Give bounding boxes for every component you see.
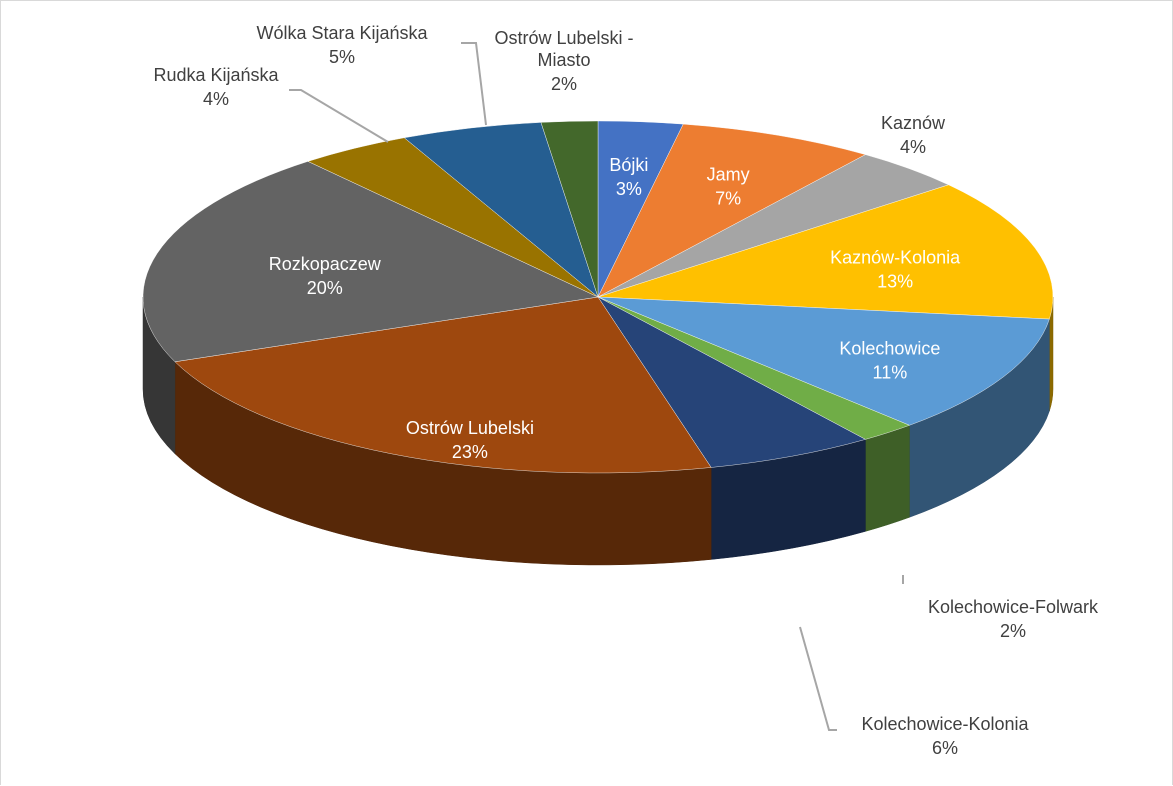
data-label-kaznow: Kaznów 4% xyxy=(881,113,946,157)
data-label-name: Jamy xyxy=(707,165,750,185)
data-label-percent: 20% xyxy=(307,278,343,298)
data-label-percent: 3% xyxy=(616,179,642,199)
pie-slice-kaznow-kolonia xyxy=(597,184,1054,320)
leader-line-wolka-stara-kijanska xyxy=(461,42,487,126)
leader-lines xyxy=(289,42,904,731)
data-label-percent: 4% xyxy=(900,137,926,157)
data-label-rozkopaczew: Rozkopaczew 20% xyxy=(269,254,382,298)
data-label-percent: 7% xyxy=(715,189,741,209)
leader-line-rudka-kijanska xyxy=(289,89,389,143)
data-label-name: Rozkopaczew xyxy=(269,254,382,274)
data-label-name: Kaznów xyxy=(881,113,946,133)
data-label-kaznow-kolonia: Kaznów-Kolonia 13% xyxy=(830,248,961,292)
data-label-kolechowice-kolonia: Kolechowice-Kolonia 6% xyxy=(861,714,1029,758)
pie-slice-kolechowice xyxy=(597,296,1050,426)
data-label-kolechowice: Kolechowice 11% xyxy=(839,339,940,383)
pie-slice-ostrow-lubelski-miasto xyxy=(540,120,599,298)
data-label-name: Kolechowice-Folwark xyxy=(928,597,1099,617)
data-label-ostrow-lubelski-miasto: Ostrów Lubelski -Miasto 2% xyxy=(494,28,633,94)
data-label-name: Bójki xyxy=(609,155,648,175)
data-label-kolechowice-folwark: Kolechowice-Folwark 2% xyxy=(928,597,1099,641)
data-label-jamy: Jamy 7% xyxy=(707,165,750,209)
data-label-name: Ostrów Lubelski - xyxy=(494,28,633,48)
leader-line-kolechowice-kolonia xyxy=(799,626,837,731)
pie-top xyxy=(142,120,1054,474)
data-label-percent: 13% xyxy=(877,272,913,292)
data-label-name: Wólka Stara Kijańska xyxy=(256,23,428,43)
pie-slice-ostrow-lubelski xyxy=(174,296,712,474)
data-label-name: Kolechowice-Kolonia xyxy=(861,714,1029,734)
data-label-percent: 4% xyxy=(203,89,229,109)
data-label-ostrow-lubelski: Ostrów Lubelski 23% xyxy=(406,418,534,462)
data-label-percent: 5% xyxy=(329,47,355,67)
data-label-name: Miasto xyxy=(537,50,590,70)
data-labels: Bójki 3% Jamy 7% Kaznów 4% Kaznów-Kolonia 13% Ko… xyxy=(153,23,1099,758)
pie-slice-kolechowice-kolonia xyxy=(597,296,866,468)
pie-slice-rozkopaczew xyxy=(142,161,599,363)
pie-slice-wolka-stara-kijanska xyxy=(403,122,599,298)
data-label-rudka-kijanska: Rudka Kijańska 4% xyxy=(153,65,279,109)
data-label-percent: 6% xyxy=(932,738,958,758)
data-label-percent: 2% xyxy=(1000,621,1026,641)
data-label-percent: 23% xyxy=(452,442,488,462)
data-label-name: Rudka Kijańska xyxy=(153,65,279,85)
pie-side-kolechowice-folwark xyxy=(865,424,910,532)
data-label-name: Ostrów Lubelski xyxy=(406,418,534,438)
data-label-bojki: Bójki 3% xyxy=(609,155,648,199)
data-label-percent: 11% xyxy=(873,363,908,383)
data-label-name: Kolechowice xyxy=(839,339,940,359)
data-label-percent: 2% xyxy=(551,74,577,94)
data-label-name: Kaznów-Kolonia xyxy=(830,248,961,268)
data-label-wolka-stara-kijanska: Wólka Stara Kijańska 5% xyxy=(256,23,428,67)
pie-slice-jamy xyxy=(597,123,866,298)
